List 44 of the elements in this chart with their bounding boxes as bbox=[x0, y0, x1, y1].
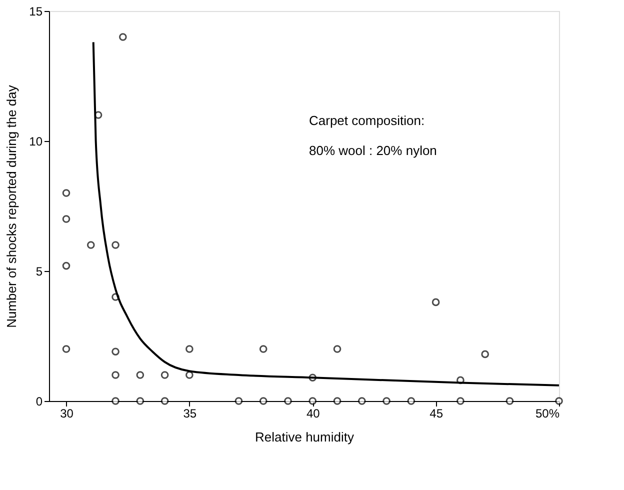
x-tick-label: 40 bbox=[306, 406, 320, 420]
point bbox=[333, 345, 342, 353]
point bbox=[186, 371, 194, 379]
point bbox=[481, 350, 489, 358]
point bbox=[62, 215, 70, 223]
point bbox=[432, 298, 440, 306]
point bbox=[259, 397, 268, 405]
point bbox=[358, 397, 366, 405]
point bbox=[308, 397, 317, 405]
point bbox=[136, 371, 144, 379]
y-tick-label: 10 bbox=[29, 134, 43, 148]
point bbox=[160, 397, 169, 405]
point bbox=[456, 397, 464, 405]
x-tick-label: 45 bbox=[430, 406, 444, 420]
point bbox=[186, 345, 194, 353]
point bbox=[160, 371, 169, 379]
point bbox=[112, 397, 120, 405]
point bbox=[284, 397, 292, 405]
x-axis-title: Relative humidity bbox=[255, 430, 354, 444]
point bbox=[62, 189, 70, 197]
point bbox=[119, 33, 127, 41]
point bbox=[259, 345, 268, 353]
point bbox=[112, 348, 120, 356]
point bbox=[62, 262, 70, 270]
x-tick-label: 50% bbox=[535, 406, 560, 420]
annotation: Carpet composition: bbox=[309, 113, 425, 128]
point bbox=[112, 371, 120, 379]
point bbox=[86, 241, 95, 249]
y-tick-label: 0 bbox=[36, 394, 43, 408]
line-series bbox=[92, 41, 560, 386]
point bbox=[407, 397, 416, 405]
y-axis-title: Number of shocks reported during the day bbox=[4, 84, 20, 328]
x-tick-label: 35 bbox=[183, 406, 197, 420]
point bbox=[333, 397, 342, 405]
x-tick-label: 30 bbox=[60, 406, 74, 420]
y-tick-label: 15 bbox=[29, 4, 43, 18]
point bbox=[112, 241, 120, 249]
point bbox=[382, 397, 390, 405]
point bbox=[136, 397, 144, 405]
y-tick-label: 5 bbox=[36, 264, 43, 278]
point bbox=[62, 345, 70, 353]
point bbox=[234, 397, 243, 405]
point bbox=[506, 397, 514, 405]
annotation: 80% wool : 20% nylon bbox=[309, 143, 437, 158]
